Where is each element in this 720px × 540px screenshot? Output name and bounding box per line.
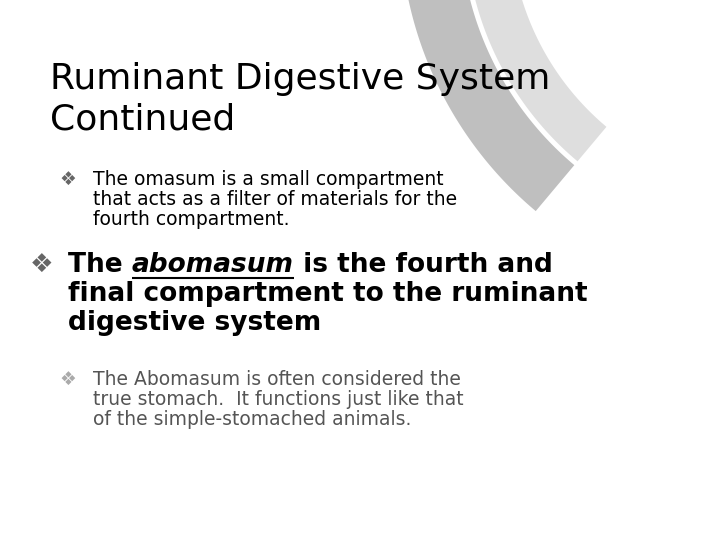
Text: that acts as a filter of materials for the: that acts as a filter of materials for t… [93,190,457,209]
Text: abomasum: abomasum [132,252,294,278]
Text: Ruminant Digestive System: Ruminant Digestive System [50,62,550,96]
Text: of the simple-stomached animals.: of the simple-stomached animals. [93,410,411,429]
Polygon shape [465,0,606,161]
Text: ❖: ❖ [30,252,54,278]
Text: final compartment to the ruminant: final compartment to the ruminant [68,281,588,307]
Text: The omasum is a small compartment: The omasum is a small compartment [93,170,444,189]
Text: Continued: Continued [50,102,235,136]
Text: ❖: ❖ [60,370,76,389]
Text: digestive system: digestive system [68,310,321,336]
Text: ❖: ❖ [60,170,76,189]
Polygon shape [400,0,575,211]
Text: fourth compartment.: fourth compartment. [93,210,289,229]
Text: The: The [68,252,132,278]
Text: is the fourth and: is the fourth and [294,252,553,278]
Text: The Abomasum is often considered the: The Abomasum is often considered the [93,370,461,389]
Text: true stomach.  It functions just like that: true stomach. It functions just like tha… [93,390,464,409]
